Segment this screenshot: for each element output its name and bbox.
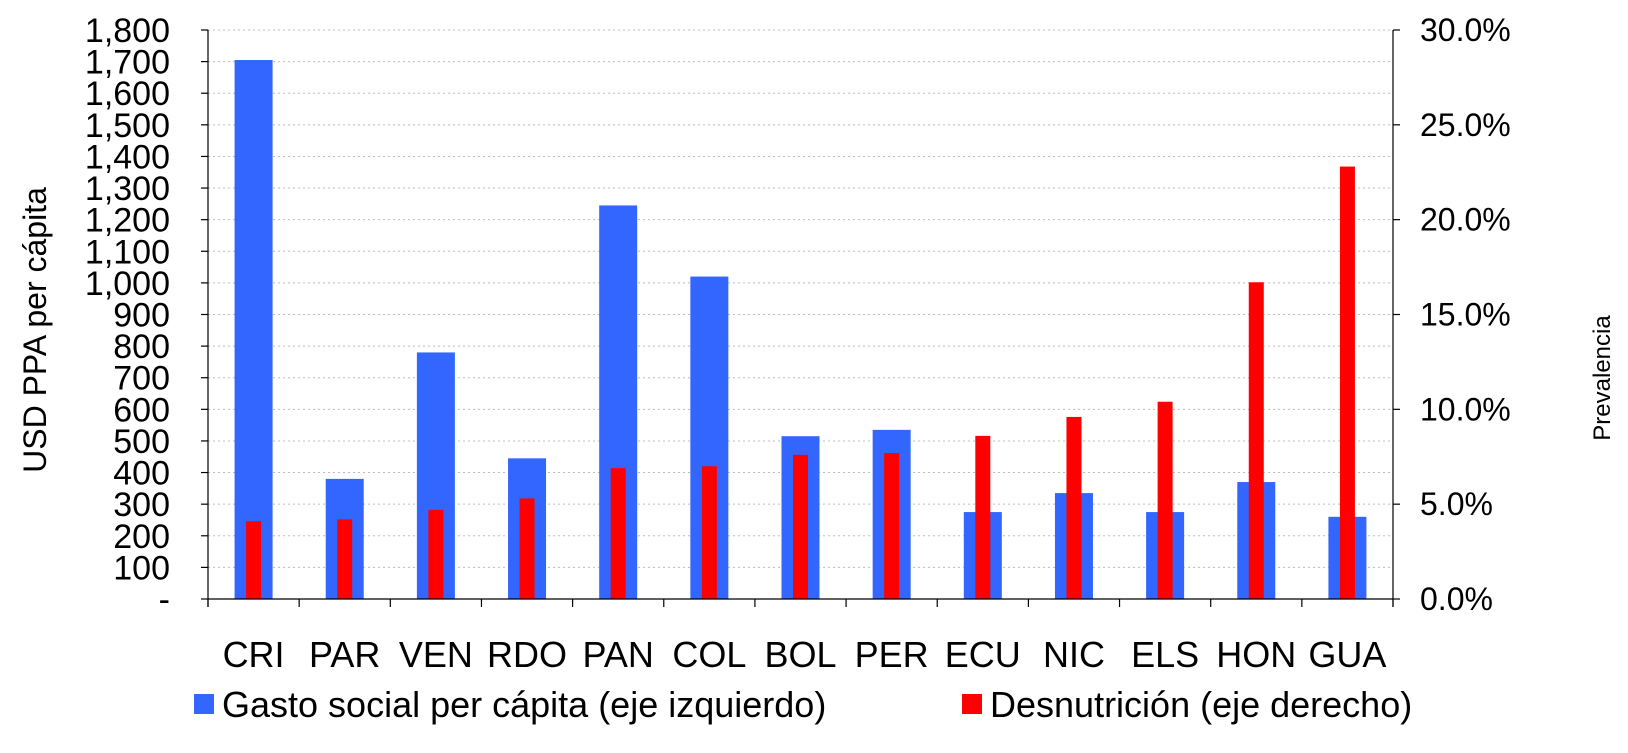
y-left-tick-label: 300 bbox=[113, 486, 170, 524]
y-left-tick-label: 1,000 bbox=[85, 265, 170, 303]
bar-desnutricion-ven bbox=[428, 509, 444, 599]
y-left-tick-label: - bbox=[159, 581, 170, 619]
y-left-tick-label: 1,700 bbox=[85, 44, 170, 82]
category-label-els: ELS bbox=[1131, 634, 1199, 675]
bar-desnutricion-per bbox=[884, 452, 900, 599]
y-left-tick-label: 1,300 bbox=[85, 170, 170, 208]
category-label-hon: HON bbox=[1216, 634, 1296, 675]
y-left-tick-label: 600 bbox=[113, 391, 170, 429]
category-label-gua: GUA bbox=[1308, 634, 1386, 675]
y-left-tick-label: 1,100 bbox=[85, 233, 170, 271]
bar-desnutricion-col bbox=[701, 466, 717, 599]
y-left-tick-label: 200 bbox=[113, 518, 170, 556]
y-right-tick-label: 0.0% bbox=[1420, 581, 1493, 617]
bar-desnutricion-els bbox=[1157, 401, 1173, 599]
y-left-tick-label: 1,400 bbox=[85, 138, 170, 176]
y-left-tick-label: 400 bbox=[113, 455, 170, 493]
category-label-per: PER bbox=[855, 634, 929, 675]
category-label-par: PAR bbox=[309, 634, 380, 675]
series-desnutricion bbox=[246, 166, 1355, 599]
y-left-tick-label: 900 bbox=[113, 297, 170, 335]
y-right-tick-label: 10.0% bbox=[1420, 391, 1511, 427]
legend-swatch-desnutricion bbox=[962, 694, 982, 714]
y-right-tick-label: 30.0% bbox=[1420, 12, 1511, 48]
legend-label-gasto: Gasto social per cápita (eje izquierdo) bbox=[222, 684, 826, 725]
bar-desnutricion-gua bbox=[1339, 166, 1355, 599]
y-left-tick-label: 1,500 bbox=[85, 107, 170, 145]
y-left-tick-label: 100 bbox=[113, 549, 170, 587]
bar-desnutricion-pan bbox=[610, 468, 626, 599]
category-label-col: COL bbox=[672, 634, 746, 675]
y-left-tick-label: 700 bbox=[113, 360, 170, 398]
y-left-tick-label: 1,200 bbox=[85, 202, 170, 240]
category-label-cri: CRI bbox=[223, 634, 285, 675]
bar-desnutricion-cri bbox=[246, 521, 262, 599]
bar-desnutricion-bol bbox=[793, 454, 808, 599]
y-right-tick-label: 20.0% bbox=[1420, 202, 1511, 238]
category-label-nic: NIC bbox=[1043, 634, 1105, 675]
category-label-rdo: RDO bbox=[487, 634, 567, 675]
y-right-tick-label: 5.0% bbox=[1420, 486, 1493, 522]
y-axis-left-title: USD PPA per cápita bbox=[17, 187, 53, 473]
bar-desnutricion-nic bbox=[1066, 416, 1082, 599]
bar-desnutricion-hon bbox=[1248, 282, 1264, 599]
x-axis-category-labels: CRI PAR VEN RDO PAN COL BOL PER ECU NIC ELS HON GUA bbox=[223, 634, 1387, 675]
legend: Gasto social per cápita (eje izquierdo) … bbox=[194, 684, 1412, 725]
category-label-pan: PAN bbox=[583, 634, 654, 675]
category-label-ecu: ECU bbox=[945, 634, 1021, 675]
bar-gasto-cri bbox=[234, 60, 273, 599]
legend-swatch-gasto bbox=[194, 694, 214, 714]
bar-desnutricion-par bbox=[337, 519, 353, 599]
y-axis-left-ticks: -1002003004005006007008009001,0001,1001,… bbox=[85, 12, 170, 619]
bar-desnutricion-ecu bbox=[975, 435, 991, 599]
y-left-tick-label: 1,600 bbox=[85, 75, 170, 113]
y-axis-right-title: Prevalencia bbox=[1589, 315, 1616, 441]
y-right-tick-label: 15.0% bbox=[1420, 297, 1511, 333]
axes bbox=[201, 29, 1400, 607]
y-right-tick-label: 25.0% bbox=[1420, 107, 1511, 143]
category-label-bol: BOL bbox=[764, 634, 836, 675]
y-left-tick-label: 500 bbox=[113, 423, 170, 461]
bar-desnutricion-rdo bbox=[519, 498, 535, 599]
category-label-ven: VEN bbox=[399, 634, 473, 675]
y-left-tick-label: 1,800 bbox=[85, 12, 170, 50]
y-axis-right-ticks: 0.0% 5.0% 10.0% 15.0% 20.0% 25.0% 30.0% bbox=[1420, 12, 1511, 617]
legend-label-desnutricion: Desnutrición (eje derecho) bbox=[990, 684, 1412, 725]
y-left-tick-label: 800 bbox=[113, 328, 170, 366]
